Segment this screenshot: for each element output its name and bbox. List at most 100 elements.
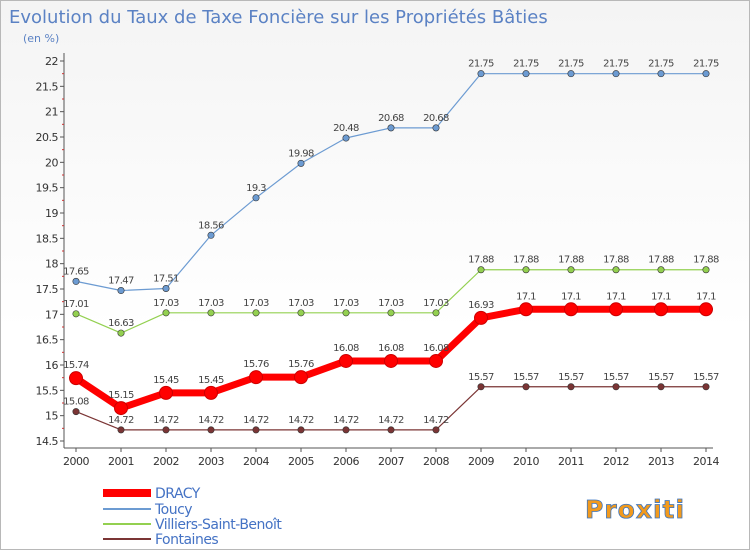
data-point (294, 370, 308, 385)
data-label: 17.03 (153, 298, 179, 309)
data-label: 17.88 (603, 255, 629, 266)
x-tick-label: 2011 (558, 455, 584, 468)
data-point (564, 302, 578, 317)
data-point (159, 385, 173, 400)
data-label: 14.72 (198, 415, 224, 426)
data-label: 15.15 (108, 390, 134, 401)
data-label: 17.47 (108, 276, 134, 287)
data-label: 15.45 (198, 375, 224, 386)
data-point (69, 371, 83, 386)
y-tick-label: 20 (45, 156, 58, 169)
x-tick-label: 2004 (243, 455, 269, 468)
y-tick-label: 20.5 (36, 131, 59, 144)
x-tick-label: 2012 (603, 455, 629, 468)
data-label: 17.88 (558, 255, 584, 266)
x-tick-label: 2003 (198, 455, 224, 468)
data-label: 14.72 (333, 415, 359, 426)
data-label: 15.76 (288, 359, 314, 370)
y-tick-label: 16.5 (36, 334, 59, 347)
data-point (72, 408, 80, 416)
data-label: 21.75 (693, 59, 719, 70)
legend-label: DRACY (155, 486, 201, 502)
legend-label: Fontaines (155, 532, 218, 548)
data-point (117, 426, 125, 434)
data-label: 14.72 (108, 415, 134, 426)
data-label: 14.72 (153, 415, 179, 426)
data-point (567, 70, 575, 78)
data-point (114, 401, 128, 416)
data-point (384, 353, 398, 368)
data-label: 17.1 (651, 291, 671, 302)
data-point (252, 426, 260, 434)
data-point (699, 302, 713, 317)
data-label: 20.68 (378, 113, 404, 124)
data-point (249, 370, 263, 385)
data-label: 17.03 (378, 298, 404, 309)
data-point (654, 302, 668, 317)
data-label: 15.08 (63, 397, 89, 408)
series-dracy: 15.74 15.15 15.45 15.45 15.76 15.76 16.08 16.08… (63, 291, 717, 416)
data-label: 20.48 (333, 123, 359, 134)
data-label: 18.56 (198, 220, 224, 231)
data-label: 16.63 (108, 318, 134, 329)
data-label: 17.1 (561, 291, 581, 302)
data-point (702, 70, 710, 78)
data-point (117, 287, 125, 295)
data-point (162, 284, 170, 292)
data-point (477, 383, 485, 391)
data-point (342, 426, 350, 434)
data-point (342, 309, 350, 317)
data-label: 17.03 (333, 298, 359, 309)
data-point (609, 302, 623, 317)
data-label: 16.93 (468, 300, 494, 311)
series-toucy: 17.65 17.47 17.51 18.56 19.3 19.98 20.48 20.68 2… (63, 59, 720, 295)
data-point (522, 266, 530, 274)
data-label: 17.88 (693, 255, 719, 266)
data-label: 17.1 (696, 291, 716, 302)
data-label: 16.08 (423, 343, 449, 354)
data-label: 15.57 (513, 372, 539, 383)
data-label: 15.57 (468, 372, 494, 383)
y-tick-label: 16 (45, 359, 58, 372)
data-point (612, 383, 620, 391)
x-tick-label: 2014 (693, 455, 719, 468)
data-label: 15.57 (693, 372, 719, 383)
y-tick-label: 21 (45, 106, 58, 119)
data-point (612, 266, 620, 274)
data-label: 15.74 (63, 360, 89, 371)
data-label: 17.1 (606, 291, 626, 302)
x-tick-label: 2009 (468, 455, 494, 468)
y-tick-label: 15.5 (36, 384, 59, 397)
data-point (702, 266, 710, 274)
data-point (429, 353, 443, 368)
data-point (522, 70, 530, 78)
data-point (252, 194, 260, 202)
x-tick-label: 2008 (423, 455, 449, 468)
data-label: 17.88 (468, 255, 494, 266)
data-point (567, 383, 575, 391)
data-point (72, 310, 80, 318)
data-label: 17.03 (198, 298, 224, 309)
x-tick-label: 2006 (333, 455, 359, 468)
data-point (522, 383, 530, 391)
data-point (162, 309, 170, 317)
data-point (519, 302, 533, 317)
legend-label: Toucy (154, 502, 192, 518)
data-point (657, 266, 665, 274)
data-label: 14.72 (243, 415, 269, 426)
data-point (72, 277, 80, 285)
data-point (477, 266, 485, 274)
data-label: 20.68 (423, 113, 449, 124)
data-label: 17.03 (288, 298, 314, 309)
data-point (207, 426, 215, 434)
data-label: 17.88 (648, 255, 674, 266)
y-tick-label: 22 (45, 55, 58, 68)
y-tick-label: 17.5 (36, 283, 59, 296)
data-point (477, 70, 485, 78)
logo-text: Proxiti (585, 495, 685, 524)
data-label: 19.98 (288, 148, 314, 159)
data-label: 16.08 (333, 343, 359, 354)
